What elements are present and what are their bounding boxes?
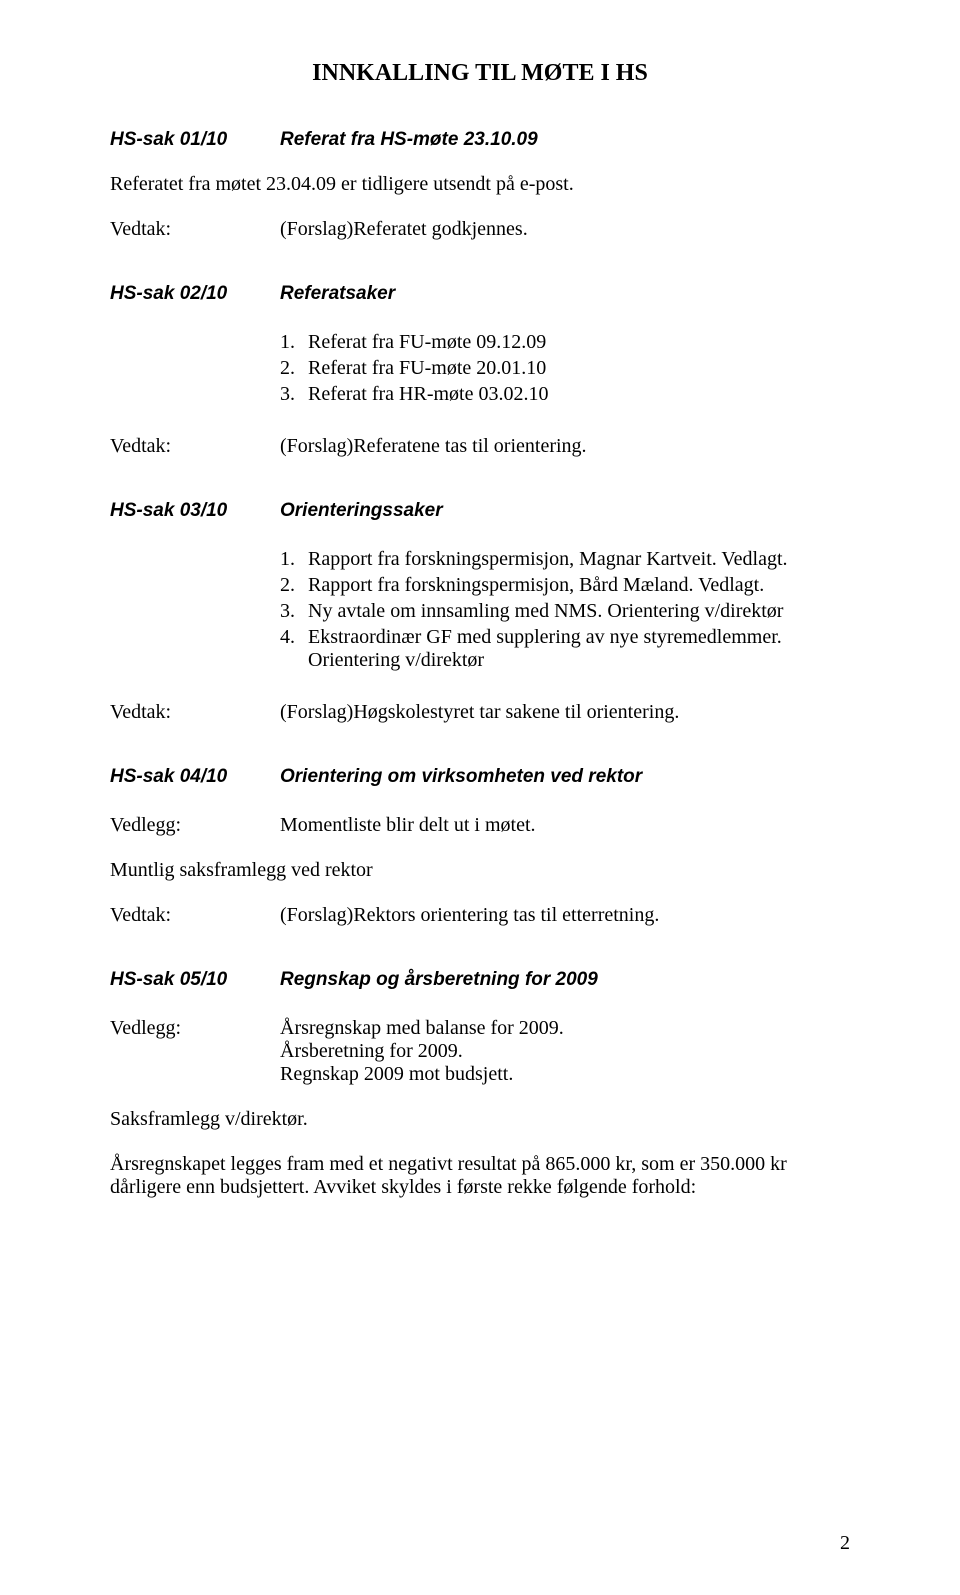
list-item: 3.Ny avtale om innsamling med NMS. Orien… bbox=[280, 600, 850, 623]
sak05-vedlegg-row: Vedlegg: Årsregnskap med balanse for 200… bbox=[110, 1017, 850, 1086]
sak03-list-spacer bbox=[110, 548, 280, 675]
sak02-list: 1.Referat fra FU-møte 09.12.09 2.Referat… bbox=[280, 331, 850, 406]
sak02-list-col: 1.Referat fra FU-møte 09.12.09 2.Referat… bbox=[280, 331, 850, 409]
sak05-paragraph-2: Årsregnskapet legges fram med et negativ… bbox=[110, 1153, 850, 1199]
sak01-heading: Referat fra HS-møte 23.10.09 bbox=[280, 129, 850, 151]
sak05-vedlegg-line: Regnskap 2009 mot budsjett. bbox=[280, 1063, 850, 1086]
list-text: Rapport fra forskningspermisjon, Magnar … bbox=[308, 548, 850, 571]
sak03-vedtak-text: (Forslag)Høgskolestyret tar sakene til o… bbox=[280, 701, 850, 724]
list-number: 4. bbox=[280, 626, 308, 672]
sak03-heading: Orienteringssaker bbox=[280, 500, 850, 522]
sak05-vedlegg-line: Årsregnskap med balanse for 2009. bbox=[280, 1017, 850, 1040]
list-number: 2. bbox=[280, 574, 308, 597]
sak02-list-row: 1.Referat fra FU-møte 09.12.09 2.Referat… bbox=[110, 331, 850, 409]
sak01-header-row: HS-sak 01/10 Referat fra HS-møte 23.10.0… bbox=[110, 129, 850, 151]
sak05-vedlegg-line: Årsberetning for 2009. bbox=[280, 1040, 850, 1063]
list-text: Rapport fra forskningspermisjon, Bård Mæ… bbox=[308, 574, 850, 597]
sak03-list-row: 1.Rapport fra forskningspermisjon, Magna… bbox=[110, 548, 850, 675]
list-item: 2.Referat fra FU-møte 20.01.10 bbox=[280, 357, 850, 380]
sak02-vedtak-text: (Forslag)Referatene tas til orientering. bbox=[280, 435, 850, 458]
sak02-list-spacer bbox=[110, 331, 280, 409]
sak04-paragraph: Muntlig saksframlegg ved rektor bbox=[110, 859, 850, 882]
sak02-heading: Referatsaker bbox=[280, 283, 850, 305]
sak01-vedtak-row: Vedtak: (Forslag)Referatet godkjennes. bbox=[110, 218, 850, 241]
sak05-header-row: HS-sak 05/10 Regnskap og årsberetning fo… bbox=[110, 969, 850, 991]
sak04-vedlegg-text: Momentliste blir delt ut i møtet. bbox=[280, 814, 850, 837]
document-title: INNKALLING TIL MØTE I HS bbox=[110, 60, 850, 87]
sak03-vedtak-row: Vedtak: (Forslag)Høgskolestyret tar sake… bbox=[110, 701, 850, 724]
sak01-vedtak-text: (Forslag)Referatet godkjennes. bbox=[280, 218, 850, 241]
sak03-id: HS-sak 03/10 bbox=[110, 500, 280, 522]
sak03-list: 1.Rapport fra forskningspermisjon, Magna… bbox=[280, 548, 850, 672]
document-page: INNKALLING TIL MØTE I HS HS-sak 01/10 Re… bbox=[0, 0, 960, 1595]
sak03-header-row: HS-sak 03/10 Orienteringssaker bbox=[110, 500, 850, 522]
list-item: 3.Referat fra HR-møte 03.02.10 bbox=[280, 383, 850, 406]
sak04-vedtak-row: Vedtak: (Forslag)Rektors orientering tas… bbox=[110, 904, 850, 927]
list-number: 1. bbox=[280, 331, 308, 354]
sak01-id: HS-sak 01/10 bbox=[110, 129, 280, 151]
sak04-vedtak-label: Vedtak: bbox=[110, 904, 280, 927]
page-number: 2 bbox=[840, 1532, 850, 1555]
sak02-id: HS-sak 02/10 bbox=[110, 283, 280, 305]
sak02-vedtak-label: Vedtak: bbox=[110, 435, 280, 458]
sak01-paragraph: Referatet fra møtet 23.04.09 er tidliger… bbox=[110, 173, 850, 196]
list-text: Ny avtale om innsamling med NMS. Oriente… bbox=[308, 600, 850, 623]
sak04-heading: Orientering om virksomheten ved rektor bbox=[280, 766, 850, 788]
list-number: 3. bbox=[280, 600, 308, 623]
list-text: Referat fra HR-møte 03.02.10 bbox=[308, 383, 850, 406]
sak02-header-row: HS-sak 02/10 Referatsaker bbox=[110, 283, 850, 305]
sak04-vedlegg-row: Vedlegg: Momentliste blir delt ut i møte… bbox=[110, 814, 850, 837]
sak04-header-row: HS-sak 04/10 Orientering om virksomheten… bbox=[110, 766, 850, 788]
list-number: 2. bbox=[280, 357, 308, 380]
sak05-heading: Regnskap og årsberetning for 2009 bbox=[280, 969, 850, 991]
sak03-vedtak-label: Vedtak: bbox=[110, 701, 280, 724]
sak05-paragraph-1: Saksframlegg v/direktør. bbox=[110, 1108, 850, 1131]
sak04-vedtak-text: (Forslag)Rektors orientering tas til ett… bbox=[280, 904, 850, 927]
sak01-vedtak-label: Vedtak: bbox=[110, 218, 280, 241]
list-number: 3. bbox=[280, 383, 308, 406]
sak05-id: HS-sak 05/10 bbox=[110, 969, 280, 991]
list-item: 1.Referat fra FU-møte 09.12.09 bbox=[280, 331, 850, 354]
list-number: 1. bbox=[280, 548, 308, 571]
list-item: 4.Ekstraordinær GF med supplering av nye… bbox=[280, 626, 850, 672]
sak04-id: HS-sak 04/10 bbox=[110, 766, 280, 788]
sak05-vedlegg-col: Årsregnskap med balanse for 2009. Årsber… bbox=[280, 1017, 850, 1086]
sak03-list-col: 1.Rapport fra forskningspermisjon, Magna… bbox=[280, 548, 850, 675]
sak04-vedlegg-label: Vedlegg: bbox=[110, 814, 280, 837]
list-text: Referat fra FU-møte 20.01.10 bbox=[308, 357, 850, 380]
list-item: 1.Rapport fra forskningspermisjon, Magna… bbox=[280, 548, 850, 571]
list-text: Referat fra FU-møte 09.12.09 bbox=[308, 331, 850, 354]
sak05-vedlegg-label: Vedlegg: bbox=[110, 1017, 280, 1086]
list-text: Ekstraordinær GF med supplering av nye s… bbox=[308, 626, 850, 672]
list-item: 2.Rapport fra forskningspermisjon, Bård … bbox=[280, 574, 850, 597]
sak02-vedtak-row: Vedtak: (Forslag)Referatene tas til orie… bbox=[110, 435, 850, 458]
